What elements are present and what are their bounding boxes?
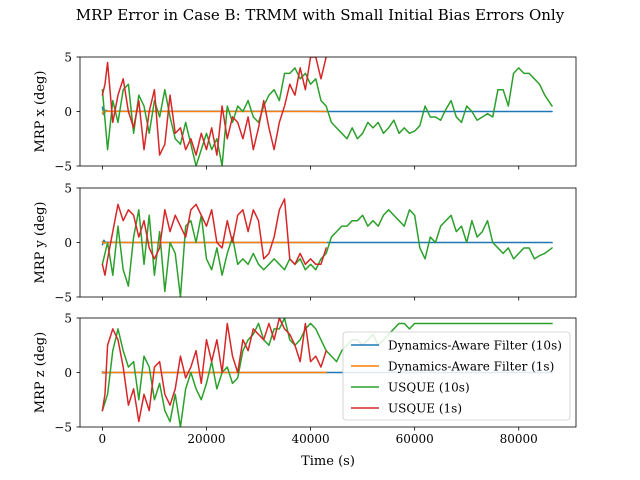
legend: Dynamics-Aware Filter (10s) Dynamics-Awar… [342, 331, 571, 421]
y-axis-label: MRP y (deg) [33, 202, 48, 284]
series-line-usque-1s [101, 318, 327, 423]
y-tick-label: −5 [54, 291, 72, 305]
series-group [101, 57, 553, 166]
x-axis-label: Time (s) [301, 454, 355, 469]
y-tick-label: 0 [64, 366, 72, 380]
series-group [101, 318, 553, 427]
y-tick-label: 5 [64, 51, 72, 65]
chart-title: MRP Error in Case B: TRMM with Small Ini… [76, 6, 565, 24]
series-line-usque-1s [101, 198, 327, 276]
y-tick-label: −5 [54, 421, 72, 435]
x-tick-label: 80000 [500, 432, 538, 446]
y-tick-label: 0 [64, 236, 72, 250]
series-line-usque-10s [101, 209, 553, 297]
legend-label-usque-10s: USQUE (10s) [388, 381, 470, 395]
legend-frame [342, 331, 571, 421]
panel-mrp-y: −5 0 5 MRP y (deg) [33, 182, 577, 305]
y-tick-label: 5 [64, 182, 72, 196]
series-line-dynamics-aware-filter-1s [101, 240, 327, 245]
panel-mrp-z: −5 0 5 0 20000 40000 60000 80000 MRP z (deg) [33, 312, 577, 446]
x-tick-label: 60000 [396, 432, 434, 446]
x-tick-label: 20000 [187, 432, 225, 446]
series-line-usque-1s [101, 57, 327, 156]
legend-label-dynamics-aware-filter-1s: Dynamics-Aware Filter (1s) [388, 360, 554, 374]
panel-mrp-x: −5 0 5 MRP x (deg) [33, 51, 577, 174]
series-line-usque-10s [101, 67, 553, 166]
legend-label-dynamics-aware-filter-10s: Dynamics-Aware Filter (10s) [388, 339, 562, 353]
y-tick-label: 0 [64, 105, 72, 119]
y-tick-label: 5 [64, 312, 72, 326]
y-tick-label: −5 [54, 160, 72, 174]
y-axis-label: MRP z (deg) [33, 332, 48, 413]
x-tick-label: 40000 [291, 432, 329, 446]
y-axis-label: MRP x (deg) [33, 71, 48, 153]
legend-label-usque-1s: USQUE (1s) [388, 402, 462, 416]
series-group [101, 198, 553, 297]
x-tick-label: 0 [99, 432, 107, 446]
